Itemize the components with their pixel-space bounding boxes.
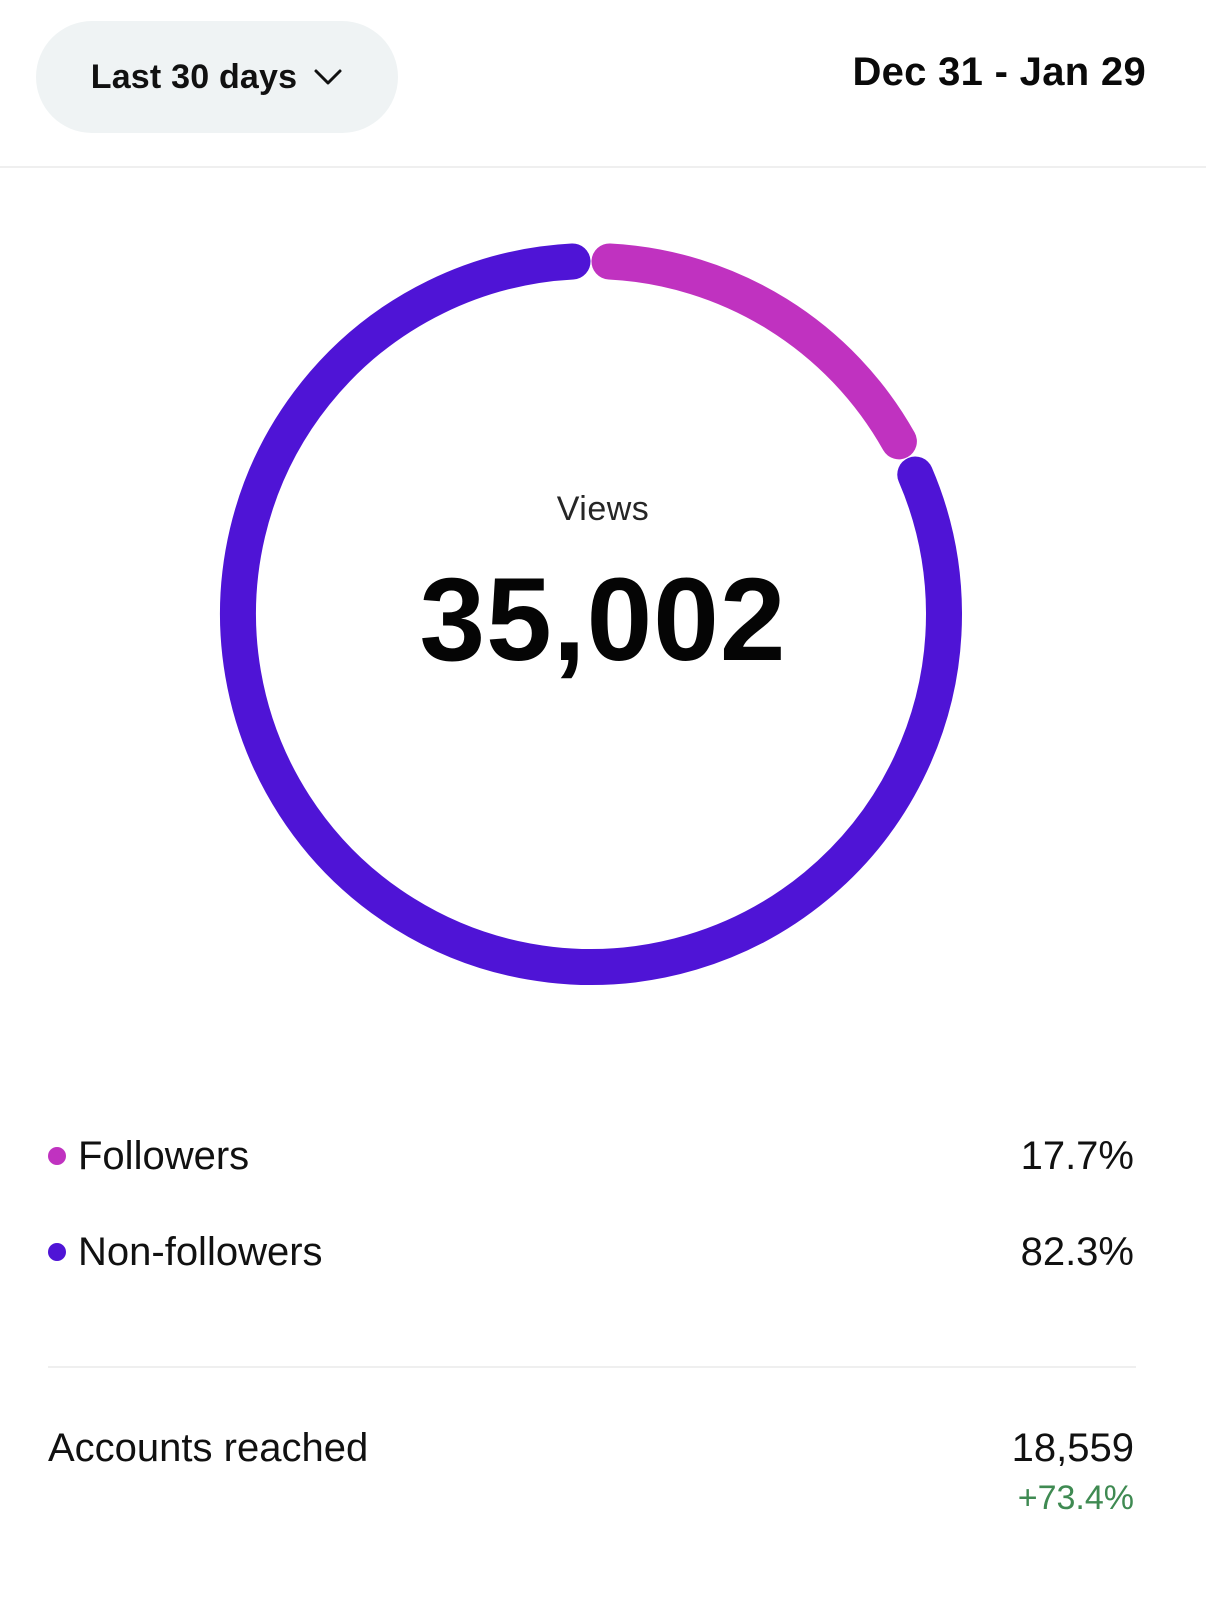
accounts-reached-change: +73.4% xyxy=(1017,1479,1134,1517)
date-range-selector[interactable]: Last 30 days xyxy=(36,21,398,133)
accounts-reached-label: Accounts reached xyxy=(48,1426,369,1470)
donut-svg xyxy=(220,243,962,985)
donut-segment-followers xyxy=(591,243,917,460)
views-label: Views xyxy=(556,490,650,528)
accounts-reached-value: 18,559 xyxy=(1011,1426,1134,1470)
legend-value-non-followers: 82.3% xyxy=(1020,1229,1134,1274)
legend-item-followers: Followers xyxy=(48,1134,249,1179)
header: Last 30 days Dec 31 - Jan 29 xyxy=(0,0,1206,168)
date-range-selector-label: Last 30 days xyxy=(90,57,298,96)
legend-label-followers: Followers xyxy=(78,1133,250,1178)
chevron-down-icon xyxy=(314,69,342,85)
legend-row-non-followers: Non-followers 82.3% xyxy=(48,1222,1134,1282)
date-range-text: Dec 31 - Jan 29 xyxy=(852,50,1146,94)
legend-label-non-followers: Non-followers xyxy=(78,1229,323,1274)
views-value: 35,002 xyxy=(419,554,787,686)
legend-dot-non-followers xyxy=(48,1243,66,1261)
legend-value-followers: 17.7% xyxy=(1020,1133,1134,1178)
views-donut-chart xyxy=(217,240,965,988)
legend-dot-followers xyxy=(48,1147,66,1165)
donut-segment-non-followers xyxy=(220,243,962,985)
section-divider xyxy=(48,1366,1136,1368)
legend-row-followers: Followers 17.7% xyxy=(48,1126,1134,1186)
legend-item-non-followers: Non-followers xyxy=(48,1230,323,1275)
